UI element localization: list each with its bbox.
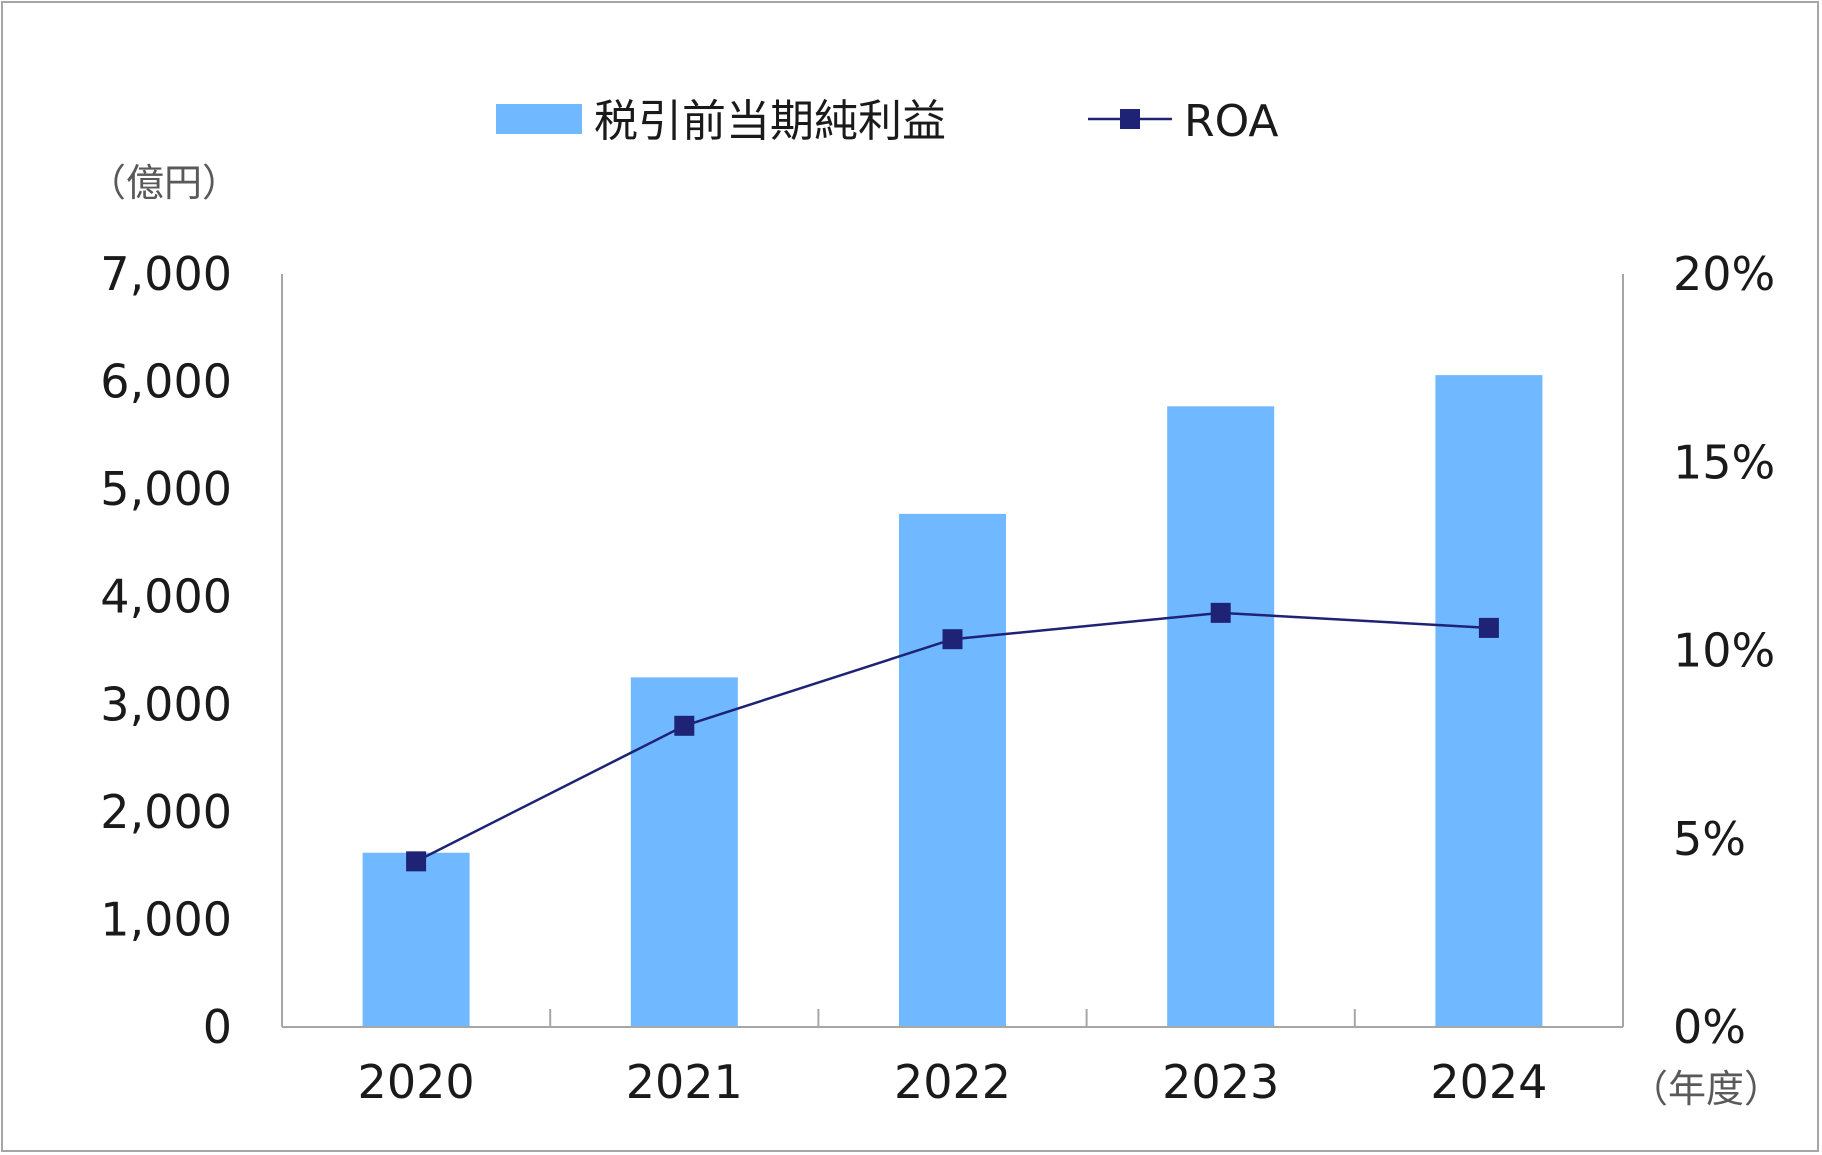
- roa-marker-2024: [1478, 617, 1499, 638]
- bar-2024: [1435, 375, 1543, 1027]
- x-axis-tick-label: 2024: [1430, 1055, 1547, 1109]
- legend: 税引前当期純利益 ROA: [496, 96, 1279, 147]
- legend-bar-label: 税引前当期純利益: [594, 96, 946, 147]
- x-axis-tick-label: 2020: [358, 1055, 475, 1109]
- left-axis-tick-label: 4,000: [100, 570, 232, 624]
- left-axis-tick-label: 3,000: [100, 677, 232, 731]
- x-axis-tick-label: 2023: [1162, 1055, 1279, 1109]
- right-axis-tick-label: 15%: [1673, 435, 1775, 489]
- tick-labels-layer: 0 1,000 2,000 3,000 4,000 5,000 6,000 7,000 0% 5%…: [100, 247, 1775, 1109]
- right-axis-tick-label: 0%: [1673, 1000, 1746, 1054]
- bar-2022: [899, 513, 1006, 1027]
- bars-layer: [362, 375, 1543, 1027]
- left-axis-unit-label: （億円）: [88, 161, 240, 205]
- right-axis-tick-label: 20%: [1673, 247, 1775, 301]
- legend-bar-swatch: [496, 104, 582, 134]
- roa-marker-2022: [942, 629, 963, 650]
- legend-line-label: ROA: [1184, 96, 1279, 147]
- left-axis-tick-label: 7,000: [100, 247, 232, 301]
- roa-marker-2020: [406, 851, 427, 872]
- right-axis-tick-label: 5%: [1673, 812, 1746, 866]
- bar-2023: [1167, 406, 1275, 1027]
- x-axis-tick-label: 2021: [626, 1055, 743, 1109]
- left-axis-tick-label: 1,000: [100, 892, 232, 946]
- left-axis-tick-label: 5,000: [100, 462, 232, 516]
- legend-line-marker: [1120, 109, 1140, 129]
- axes-layer: [281, 274, 1624, 1028]
- left-axis-tick-label: 0: [203, 1000, 232, 1054]
- left-axis-tick-label: 2,000: [100, 785, 232, 839]
- roa-marker-2021: [674, 715, 695, 736]
- roa-marker-2023: [1210, 602, 1231, 623]
- roa-line-layer: [406, 602, 1499, 872]
- right-axis-tick-label: 10%: [1673, 624, 1775, 678]
- left-axis-tick-label: 6,000: [100, 355, 232, 409]
- x-axis-unit-label: （年度）: [1630, 1067, 1782, 1111]
- bar-2020: [362, 852, 470, 1027]
- x-axis-tick-label: 2022: [894, 1055, 1011, 1109]
